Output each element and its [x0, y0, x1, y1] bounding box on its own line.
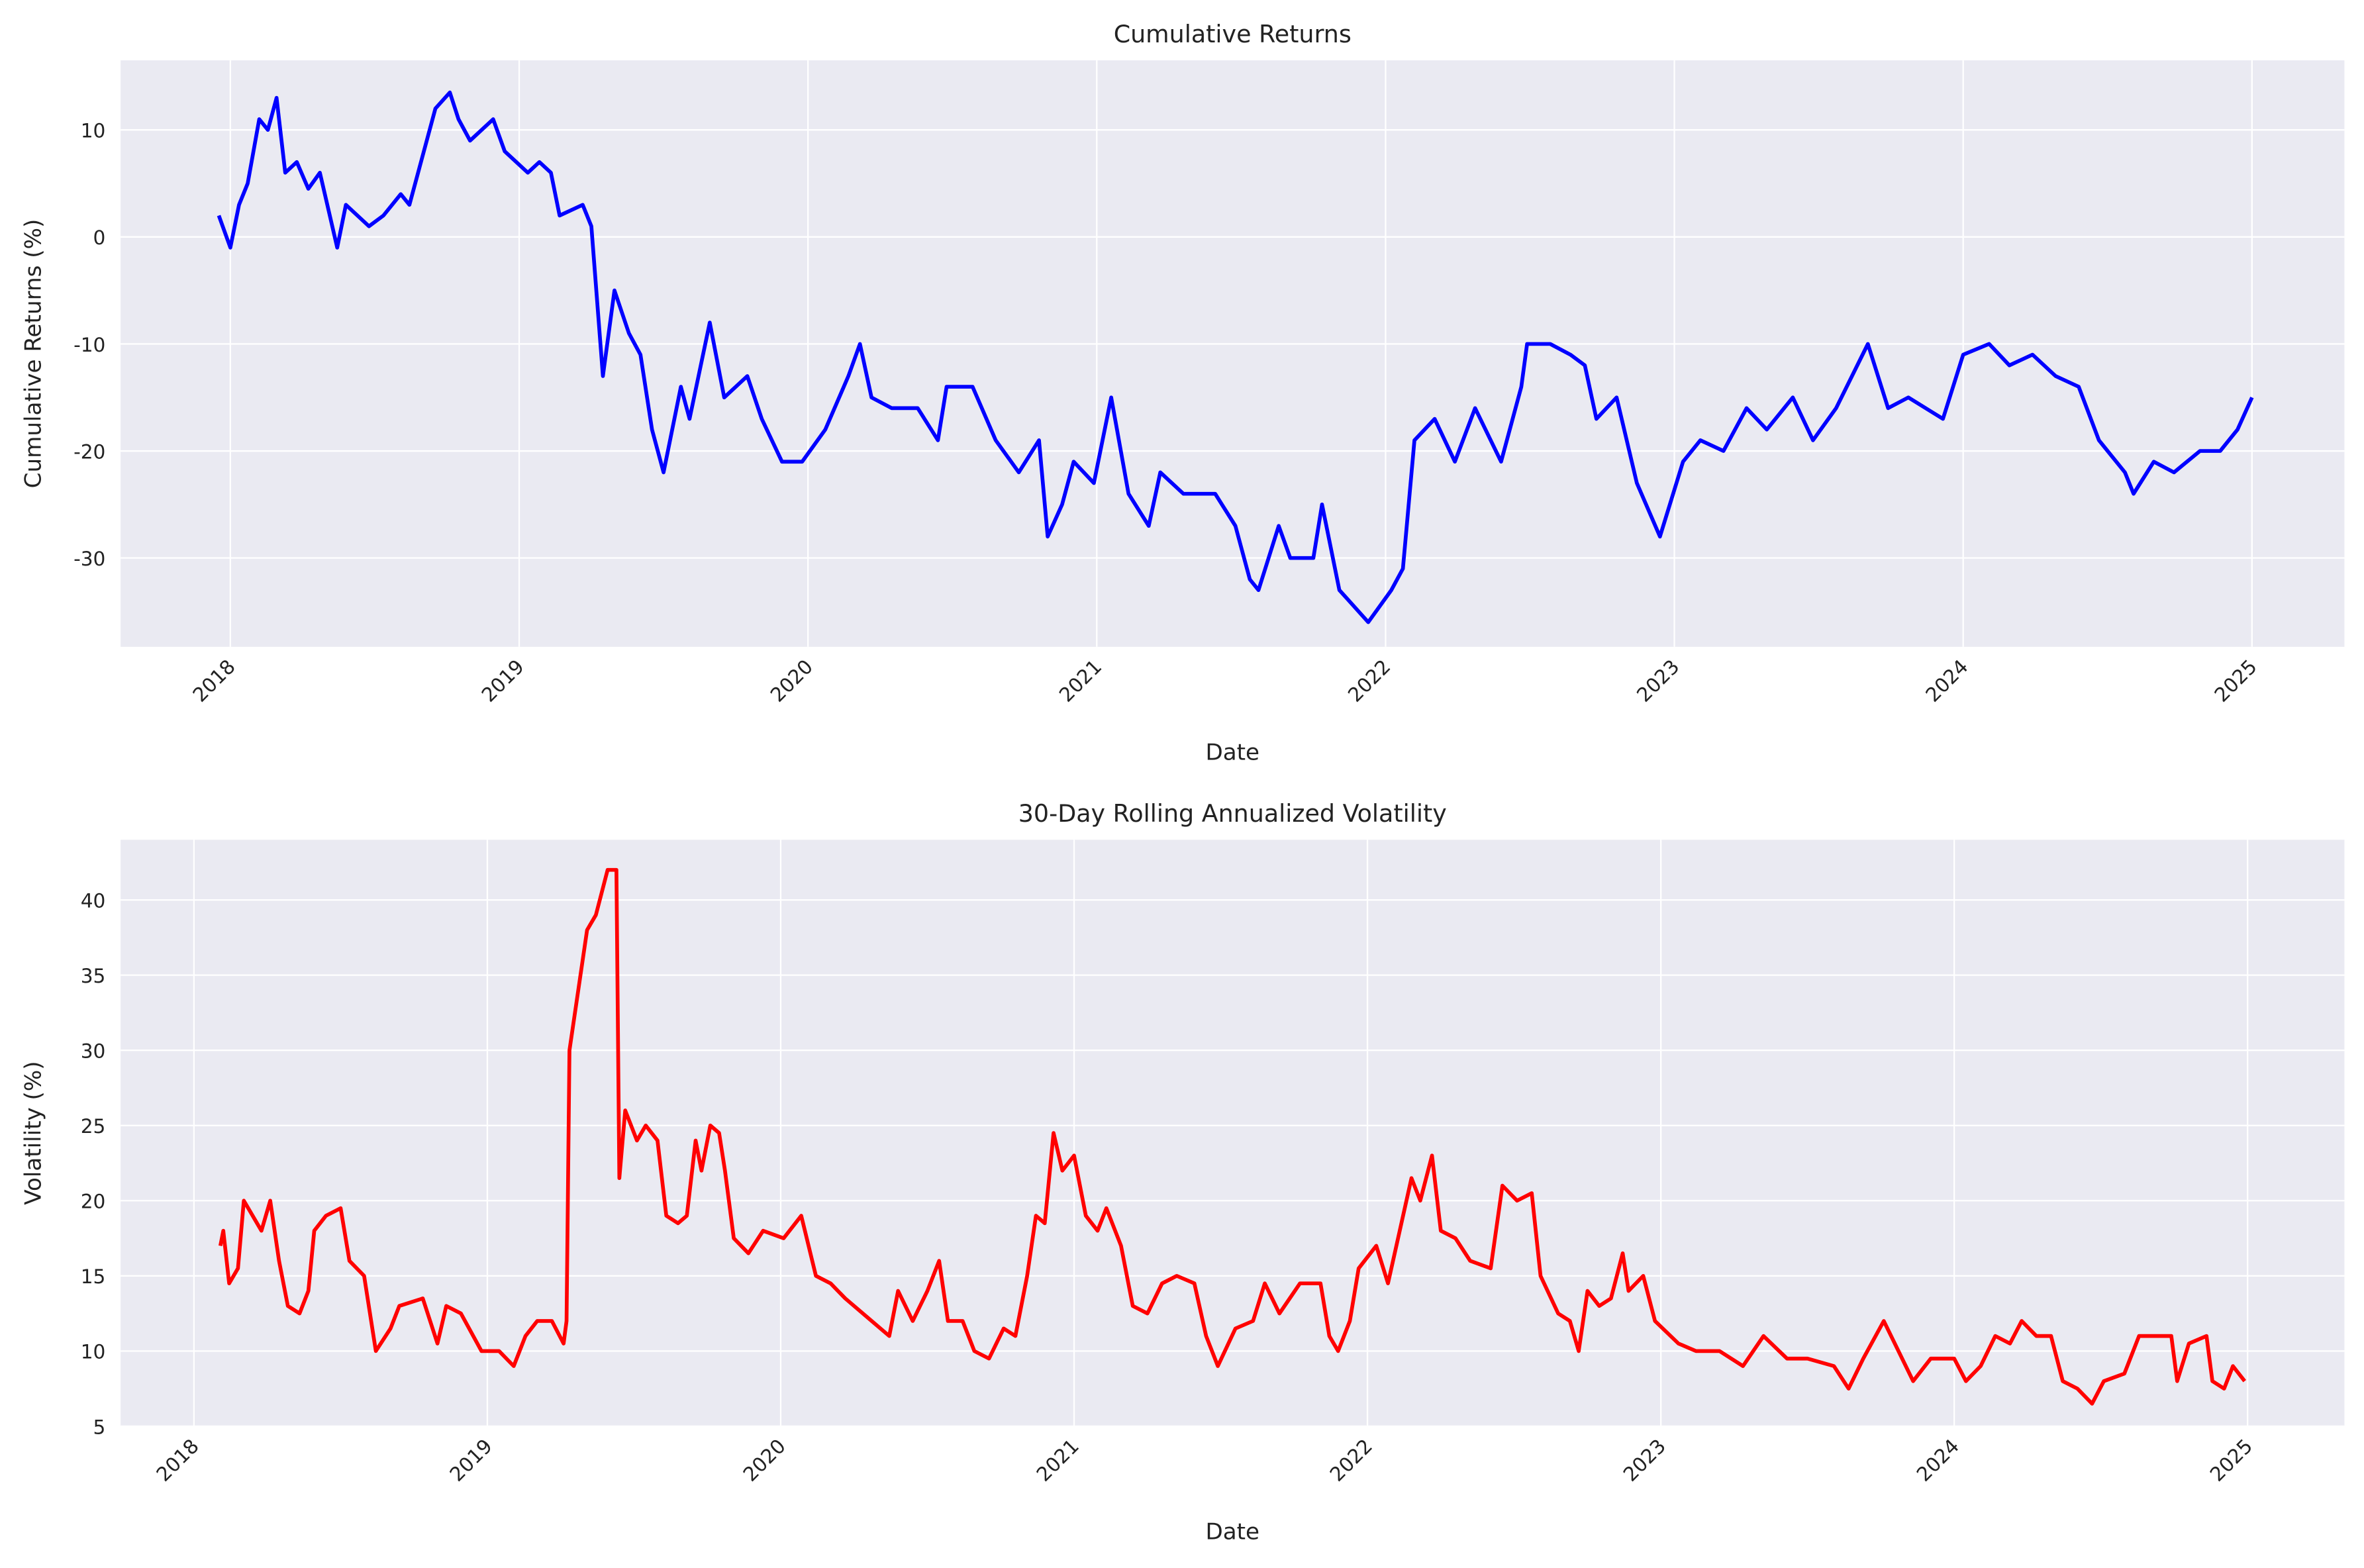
x-tick-label: 2024: [1921, 656, 1972, 707]
y-tick-label: 10: [81, 1341, 106, 1363]
y-tick-label: 35: [81, 965, 106, 987]
y-tick-label: -10: [74, 334, 105, 356]
y-tick-label: 10: [81, 120, 106, 142]
x-tick-label: 2022: [1344, 656, 1395, 707]
x-tick-label: 2021: [1055, 656, 1106, 707]
y-tick-label: 15: [81, 1265, 106, 1288]
data-line: [217, 90, 2254, 624]
x-tick-label: 2019: [446, 1435, 497, 1486]
x-tick-label: 2022: [1326, 1435, 1377, 1486]
x-axis-label: Date: [1205, 1519, 1259, 1545]
plot-background: [121, 60, 2345, 647]
y-tick-label: -20: [74, 440, 105, 463]
y-tick-label: 20: [81, 1191, 106, 1213]
x-tick-label: 2024: [1912, 1435, 1963, 1486]
y-tick-label: 40: [81, 889, 106, 912]
x-axis-label: Date: [1205, 740, 1259, 766]
y-tick-label: 5: [93, 1416, 106, 1438]
plot-background: [121, 840, 2345, 1426]
x-tick-label: 2023: [1619, 1435, 1670, 1486]
x-tick-label: 2025: [2210, 656, 2261, 707]
x-tick-label: 2020: [766, 656, 817, 707]
y-tick-label: 30: [81, 1040, 106, 1063]
x-tick-label: 2018: [152, 1435, 203, 1486]
x-tick-label: 2018: [189, 656, 240, 707]
y-tick-label: 25: [81, 1115, 106, 1138]
y-axis-label: Volatility (%): [20, 1061, 46, 1204]
chart-title: Cumulative Returns: [1114, 20, 1352, 48]
y-tick-label: -30: [74, 548, 105, 570]
x-tick-label: 2025: [2206, 1435, 2257, 1486]
y-axis-label: Cumulative Returns (%): [20, 219, 46, 489]
chart-title: 30-Day Rolling Annualized Volatility: [1018, 799, 1447, 828]
x-tick-label: 2019: [477, 656, 528, 707]
y-tick-label: 0: [93, 226, 106, 249]
x-tick-label: 2020: [739, 1435, 790, 1486]
x-tick-label: 2021: [1032, 1435, 1083, 1486]
x-tick-label: 2023: [1632, 656, 1683, 707]
data-line: [218, 867, 2247, 1406]
